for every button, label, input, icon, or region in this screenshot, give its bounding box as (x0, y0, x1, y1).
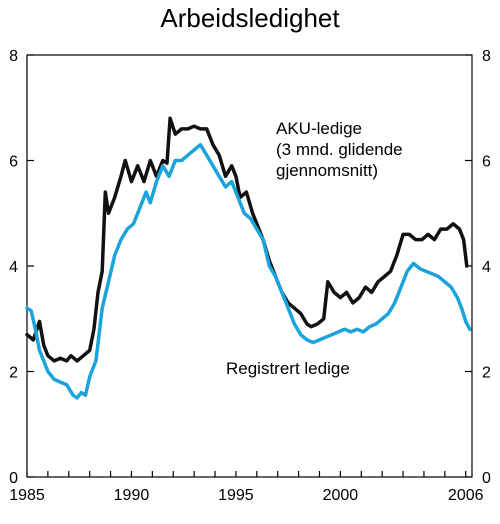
chart-title: Arbeidsledighet (160, 3, 340, 33)
x-tick-label-2006: 2006 (448, 487, 484, 504)
annotation-aku-line-0: AKU-ledige (276, 119, 362, 138)
y-tick-label-right-6: 6 (482, 154, 491, 171)
series-line-registrert (25, 142, 472, 400)
y-tick-label-right-0: 0 (482, 470, 491, 487)
plot-frame (26, 54, 473, 478)
y-tick-label-right-8: 8 (482, 48, 491, 65)
series-lines (25, 116, 472, 400)
y-tick-label-left-4: 4 (9, 259, 18, 276)
y-tick-label-right-4: 4 (482, 259, 491, 276)
y-tick-label-left-2: 2 (9, 365, 18, 382)
annotation-registrert-line-0: Registrert ledige (226, 359, 350, 378)
x-tick-label-2000: 2000 (323, 487, 359, 504)
x-tick-label-1990: 1990 (114, 487, 150, 504)
x-tick-label-1995: 1995 (218, 487, 254, 504)
axis-ticks: 0 0 2 2 4 4 6 6 8 8 1985 1990 1995 2000 2006 (9, 48, 491, 504)
annotation-aku-line-2: gjennomsnitt) (276, 161, 378, 180)
annotations: AKU-ledige (3 mnd. glidende gjennomsnitt) R… (226, 119, 403, 378)
annotation-aku-line-1: (3 mnd. glidende (276, 140, 403, 159)
y-tick-label-left-0: 0 (9, 470, 18, 487)
series-line-aku (25, 116, 469, 363)
x-tick-label-1985: 1985 (9, 487, 45, 504)
y-tick-label-left-6: 6 (9, 154, 18, 171)
y-tick-label-right-2: 2 (482, 365, 491, 382)
y-tick-label-left-8: 8 (9, 48, 18, 65)
